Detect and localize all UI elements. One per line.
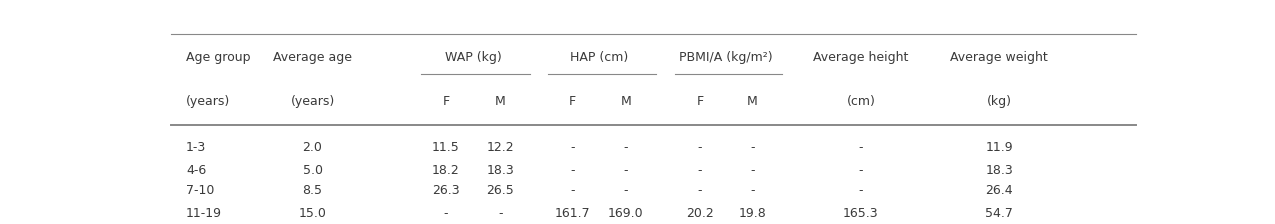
- Text: -: -: [750, 141, 755, 154]
- Text: 15.0: 15.0: [298, 207, 326, 220]
- Text: -: -: [750, 184, 755, 197]
- Text: -: -: [750, 164, 755, 177]
- Text: -: -: [697, 164, 703, 177]
- Text: (years): (years): [291, 95, 334, 108]
- Text: 165.3: 165.3: [843, 207, 878, 220]
- Text: 26.5: 26.5: [486, 184, 514, 197]
- Text: -: -: [623, 164, 629, 177]
- Text: Average height: Average height: [813, 52, 909, 65]
- Text: -: -: [858, 184, 863, 197]
- Text: 5.0: 5.0: [302, 164, 323, 177]
- Text: Average age: Average age: [273, 52, 352, 65]
- Text: Age group: Age group: [186, 52, 251, 65]
- Text: 18.3: 18.3: [986, 164, 1014, 177]
- Text: 26.4: 26.4: [986, 184, 1014, 197]
- Text: -: -: [623, 141, 629, 154]
- Text: PBMI/A (kg/m²): PBMI/A (kg/m²): [680, 52, 773, 65]
- Text: 161.7: 161.7: [555, 207, 590, 220]
- Text: -: -: [697, 184, 703, 197]
- Text: 11.9: 11.9: [986, 141, 1014, 154]
- Text: -: -: [570, 164, 575, 177]
- Text: -: -: [499, 207, 502, 220]
- Text: F: F: [569, 95, 576, 108]
- Text: (kg): (kg): [987, 95, 1012, 108]
- Text: F: F: [696, 95, 704, 108]
- Text: Average weight: Average weight: [950, 52, 1048, 65]
- Text: M: M: [621, 95, 631, 108]
- Text: 169.0: 169.0: [608, 207, 644, 220]
- Text: 4-6: 4-6: [186, 164, 207, 177]
- Text: 2.0: 2.0: [302, 141, 323, 154]
- Text: -: -: [858, 141, 863, 154]
- Text: -: -: [570, 141, 575, 154]
- Text: -: -: [858, 164, 863, 177]
- Text: 20.2: 20.2: [686, 207, 714, 220]
- Text: 8.5: 8.5: [302, 184, 323, 197]
- Text: F: F: [442, 95, 450, 108]
- Text: -: -: [570, 184, 575, 197]
- Text: 7-10: 7-10: [186, 184, 214, 197]
- Text: M: M: [495, 95, 506, 108]
- Text: 26.3: 26.3: [432, 184, 460, 197]
- Text: 19.8: 19.8: [738, 207, 766, 220]
- Text: M: M: [747, 95, 757, 108]
- Text: 18.2: 18.2: [432, 164, 460, 177]
- Text: -: -: [623, 184, 629, 197]
- Text: 1-3: 1-3: [186, 141, 207, 154]
- Text: 18.3: 18.3: [486, 164, 514, 177]
- Text: 54.7: 54.7: [986, 207, 1014, 220]
- Text: 11.5: 11.5: [432, 141, 460, 154]
- Text: (cm): (cm): [847, 95, 876, 108]
- Text: WAP (kg): WAP (kg): [445, 52, 501, 65]
- Text: (years): (years): [186, 95, 231, 108]
- Text: HAP (cm): HAP (cm): [570, 52, 629, 65]
- Text: 12.2: 12.2: [487, 141, 514, 154]
- Text: 11-19: 11-19: [186, 207, 222, 220]
- Text: -: -: [444, 207, 449, 220]
- Text: -: -: [697, 141, 703, 154]
